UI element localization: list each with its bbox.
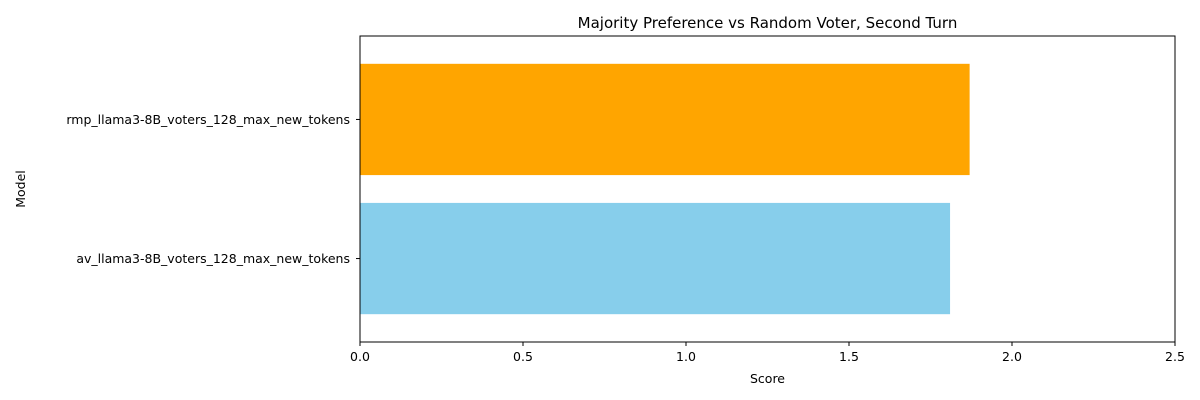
x-tick-label: 0.5 xyxy=(513,349,533,364)
x-tick-label: 1.0 xyxy=(676,349,696,364)
chart-title: Majority Preference vs Random Voter, Sec… xyxy=(578,14,958,32)
x-tick-label: 2.5 xyxy=(1165,349,1185,364)
bar-1 xyxy=(360,63,970,176)
y-axis-label: Model xyxy=(13,170,28,208)
x-tick-label: 1.5 xyxy=(839,349,859,364)
plot-area-frame xyxy=(359,35,1176,343)
x-tick-label: 2.0 xyxy=(1002,349,1022,364)
x-tick-label: 0.0 xyxy=(350,349,370,364)
y-tick-label: rmp_llama3-8B_voters_128_max_new_tokens xyxy=(66,112,350,127)
bar-0 xyxy=(360,202,951,315)
ticks-group: av_llama3-8B_voters_128_max_new_tokens rm… xyxy=(66,112,1185,364)
x-axis-label: Score xyxy=(750,371,785,386)
y-tick-label: av_llama3-8B_voters_128_max_new_tokens xyxy=(76,251,350,266)
bars-group xyxy=(360,63,970,315)
